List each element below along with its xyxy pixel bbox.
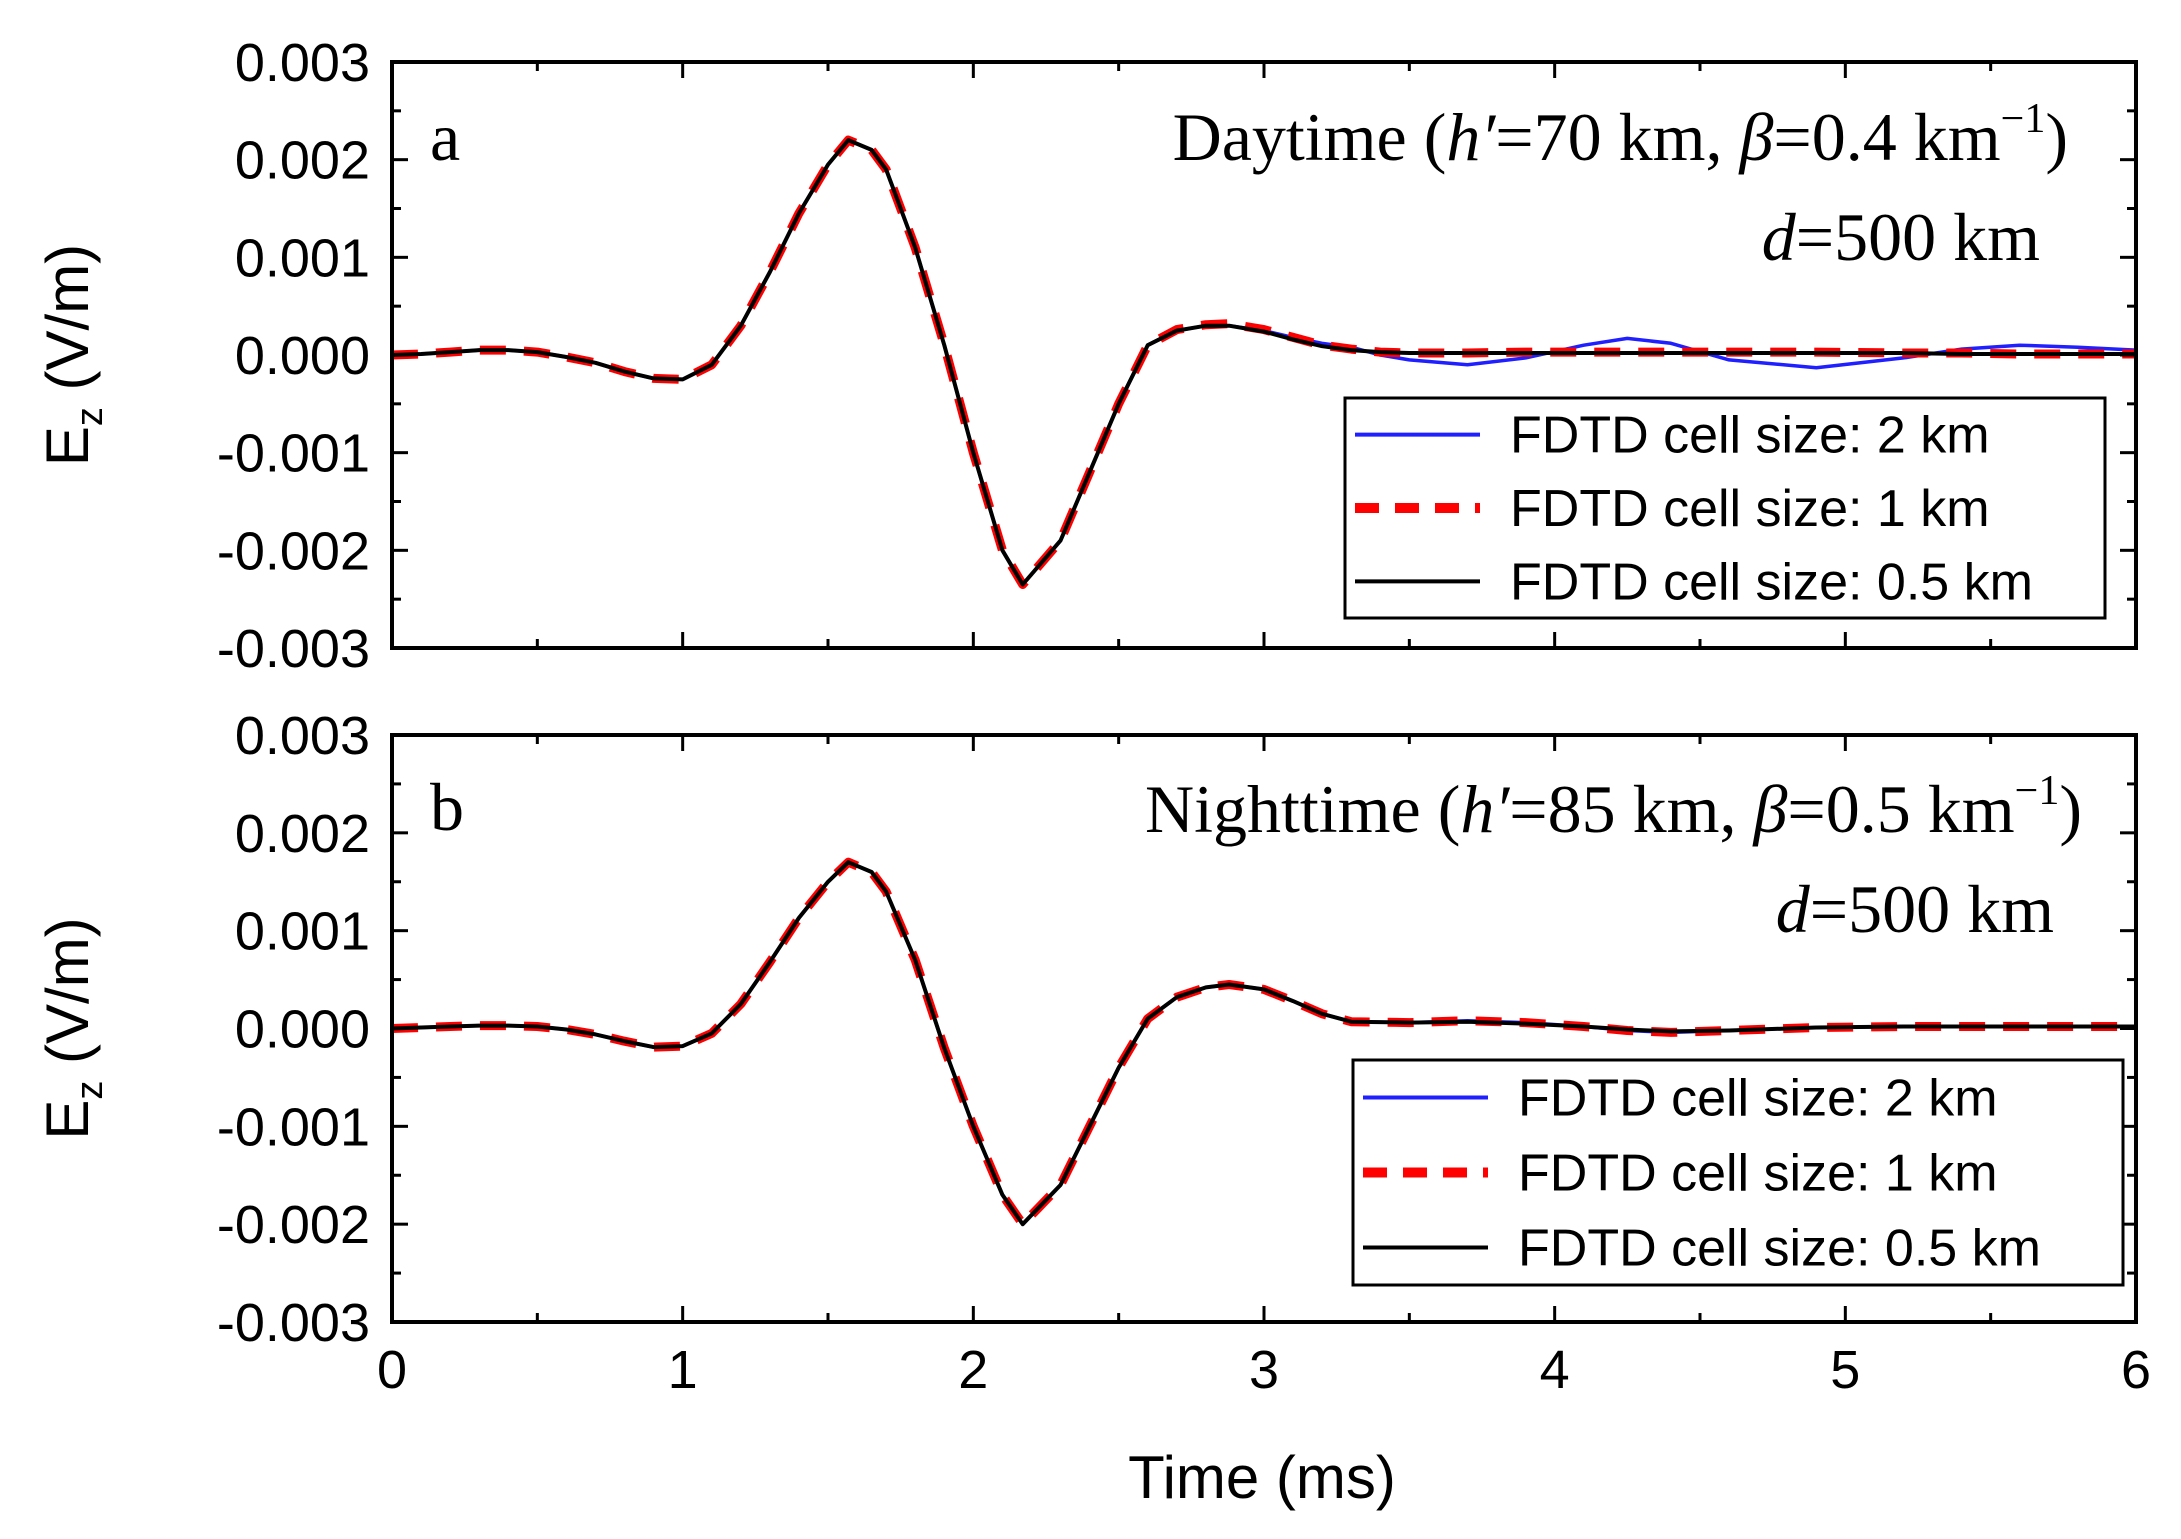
h-prime-symbol: h′ <box>1460 771 1510 847</box>
legend-label-3: FDTD cell size: 0.5 km <box>1510 553 2033 611</box>
condition-open-paren: ( <box>1421 771 1461 847</box>
x-tick-label: 4 <box>1540 1340 1570 1400</box>
beta-value: =0.4 km <box>1773 99 2000 175</box>
y-tick-label: 0.000 <box>235 326 370 386</box>
y-tick-label: -0.001 <box>217 1097 370 1157</box>
beta-unit-superscript: −1 <box>2001 96 2046 142</box>
x-tick-label: 6 <box>2121 1340 2151 1400</box>
y-tick-label: -0.003 <box>217 1293 370 1353</box>
legend-label-1: FDTD cell size: 2 km <box>1518 1070 1998 1128</box>
legend-label-2: FDTD cell size: 1 km <box>1518 1145 1998 1203</box>
distance-symbol: d <box>1776 871 1811 947</box>
condition-close-paren: ) <box>2045 99 2068 175</box>
distance-annotation: d=500 km <box>1762 199 2040 275</box>
x-tick-label: 5 <box>1830 1340 1860 1400</box>
y-tick-label: -0.002 <box>217 1195 370 1255</box>
y-tick-label: 0.002 <box>235 131 370 191</box>
y-axis-subscript: z <box>69 1081 111 1100</box>
condition-annotation: Daytime (h′=70 km, β=0.4 km−1) <box>1173 96 2068 175</box>
y-tick-label: -0.002 <box>217 521 370 581</box>
y-tick-label: 0.003 <box>235 33 370 93</box>
y-axis-symbol: E <box>34 426 101 466</box>
x-axis-title: Time (ms) <box>1128 1444 1396 1511</box>
beta-unit-superscript: −1 <box>2015 768 2060 814</box>
y-tick-label: 0.002 <box>235 804 370 864</box>
condition-annotation: Nighttime (h′=85 km, β=0.5 km−1) <box>1145 768 2082 847</box>
y-axis-subscript: z <box>69 407 111 426</box>
panel-a: -0.003 -0.002 -0.001 0.000 0.001 0.002 0.003 Ez… <box>34 33 2138 679</box>
condition-open-paren: ( <box>1407 99 1447 175</box>
y-tick-label: -0.003 <box>217 619 370 679</box>
y-tick-label: 0.001 <box>235 902 370 962</box>
distance-value: =500 km <box>1796 199 2040 275</box>
y-axis-unit: (V/m) <box>34 244 101 407</box>
series-line-3 <box>392 138 2136 587</box>
condition-close-paren: ) <box>2059 771 2082 847</box>
h-prime-symbol: h′ <box>1446 99 1496 175</box>
y-tick-label: 0.000 <box>235 1000 370 1060</box>
y-axis-unit: (V/m) <box>34 917 101 1080</box>
legend: FDTD cell size: 2 km FDTD cell size: 1 km… <box>1343 396 2107 620</box>
beta-symbol: β <box>1752 771 1788 847</box>
x-tick-label: 1 <box>668 1340 698 1400</box>
y-tick-label: -0.001 <box>217 424 370 484</box>
legend-label-3: FDTD cell size: 0.5 km <box>1518 1220 2041 1278</box>
distance-annotation: d=500 km <box>1776 871 2054 947</box>
legend-label-2: FDTD cell size: 1 km <box>1510 480 1990 538</box>
panel-label: a <box>430 99 460 175</box>
beta-symbol: β <box>1738 99 1774 175</box>
y-tick-label: 0.001 <box>235 228 370 288</box>
series-line-3 <box>392 860 2136 1227</box>
condition-name: Daytime <box>1173 99 1407 175</box>
distance-symbol: d <box>1762 199 1797 275</box>
distance-value: =500 km <box>1810 871 2054 947</box>
series-group <box>392 135 2136 589</box>
y-axis-symbol: E <box>34 1100 101 1140</box>
condition-name: Nighttime <box>1145 771 1421 847</box>
legend: FDTD cell size: 2 km FDTD cell size: 1 km… <box>1351 1058 2125 1287</box>
y-axis-title: Ez (V/m) <box>34 244 111 466</box>
beta-value: =0.5 km <box>1787 771 2014 847</box>
h-prime-value: =70 km, <box>1495 99 1739 175</box>
h-prime-value: =85 km, <box>1509 771 1753 847</box>
panel-b: -0.003 -0.002 -0.001 0.000 0.001 0.002 0.003 0 1… <box>34 706 2151 1400</box>
legend-label-1: FDTD cell size: 2 km <box>1510 407 1990 465</box>
y-tick-label: 0.003 <box>235 706 370 766</box>
x-tick-label: 3 <box>1249 1340 1279 1400</box>
panels: -0.003 -0.002 -0.001 0.000 0.001 0.002 0.003 Ez… <box>34 33 2151 1400</box>
x-tick-label: 2 <box>958 1340 988 1400</box>
y-axis-title: Ez (V/m) <box>34 917 111 1139</box>
panel-label: b <box>430 769 464 845</box>
series-group <box>392 857 2136 1229</box>
x-tick-label: 0 <box>377 1340 407 1400</box>
